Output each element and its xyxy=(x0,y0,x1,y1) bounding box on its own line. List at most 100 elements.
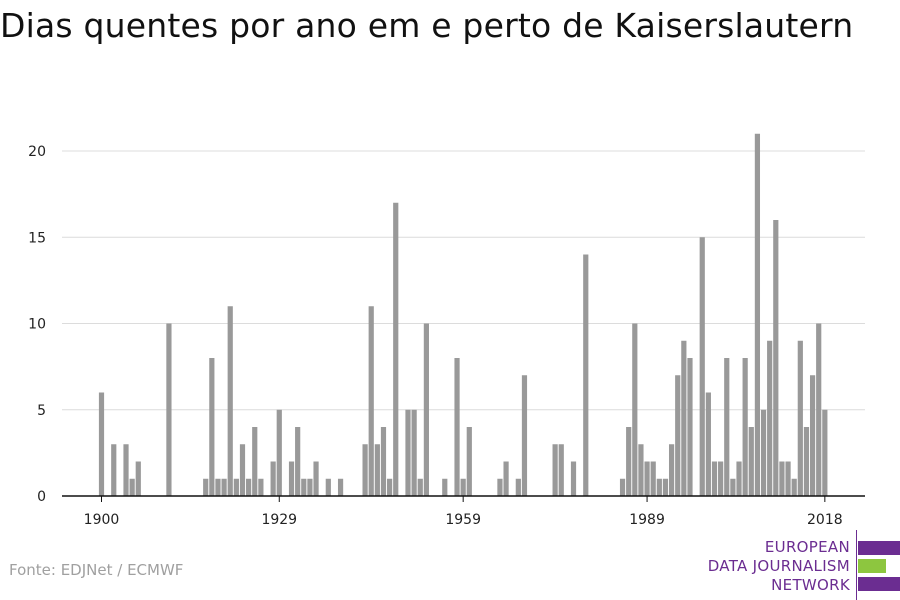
logo-bar-bottom xyxy=(858,577,900,591)
bar-1929 xyxy=(276,409,282,496)
logo-line-3: NETWORK xyxy=(771,576,850,594)
logo-bar-top xyxy=(858,541,900,555)
bar-2008 xyxy=(760,409,767,496)
bar-1999 xyxy=(705,392,711,496)
bar-2018 xyxy=(822,409,828,496)
bar-2017 xyxy=(816,323,822,496)
bar-1993 xyxy=(668,444,675,496)
y-tick-label-10: 10 xyxy=(28,317,46,333)
bar-1998 xyxy=(699,237,705,496)
bar-1994 xyxy=(675,375,681,496)
bar-1917 xyxy=(203,478,209,496)
bar-2014 xyxy=(797,340,803,496)
edjnet-logo: EUROPEAN DATA JOURNALISM NETWORK xyxy=(690,530,900,600)
bar-1958 xyxy=(454,358,460,496)
chart-title: Dias quentes por ano em e perto de Kaise… xyxy=(0,6,854,45)
bar-chart: 0 5 10 15 20 1900 1929 1959 1989 2018 xyxy=(28,133,865,528)
axes xyxy=(62,495,865,502)
bar-2003 xyxy=(730,478,736,496)
bar-1911 xyxy=(166,323,172,496)
bar-1939 xyxy=(337,478,344,496)
logo-bar-middle xyxy=(858,559,886,573)
y-tick-label-20: 20 xyxy=(28,144,46,160)
bar-1966 xyxy=(503,461,509,496)
bar-1919 xyxy=(215,478,221,496)
bar-1959 xyxy=(460,478,466,496)
x-tick-label-1989: 1989 xyxy=(629,512,665,528)
bar-2005 xyxy=(742,358,748,496)
bar-1928 xyxy=(270,461,276,496)
bar-1948 xyxy=(393,202,399,496)
bar-2009 xyxy=(767,340,773,496)
bar-1975 xyxy=(558,444,564,496)
bar-1987 xyxy=(632,323,638,496)
bar-1952 xyxy=(417,478,423,496)
bars xyxy=(98,133,828,496)
bar-1988 xyxy=(638,444,644,496)
bar-1990 xyxy=(650,461,656,496)
bar-1992 xyxy=(662,478,669,496)
bar-2013 xyxy=(791,478,797,496)
bar-1921 xyxy=(227,306,233,496)
y-tick-label-0: 0 xyxy=(37,489,46,505)
bar-1924 xyxy=(246,478,252,496)
bar-1923 xyxy=(239,444,246,496)
bar-1905 xyxy=(129,478,135,496)
bar-1956 xyxy=(442,478,448,496)
bar-1947 xyxy=(387,478,393,496)
tick-labels: 0 5 10 15 20 1900 1929 1959 1989 2018 xyxy=(28,144,842,528)
y-tick-label-5: 5 xyxy=(37,403,46,419)
bar-1985 xyxy=(619,478,626,496)
y-tick-label-15: 15 xyxy=(28,230,46,246)
bar-1995 xyxy=(681,340,687,496)
bar-2001 xyxy=(718,461,724,496)
x-tick-label-1929: 1929 xyxy=(261,512,297,528)
bar-1989 xyxy=(644,461,650,496)
bar-1969 xyxy=(521,375,528,496)
bar-2002 xyxy=(724,358,730,496)
logo-line-1: EUROPEAN xyxy=(764,538,850,556)
bar-2016 xyxy=(809,375,816,496)
bar-1945 xyxy=(374,444,380,496)
bar-2007 xyxy=(754,133,761,496)
x-tick-label-2018: 2018 xyxy=(807,512,843,528)
bar-2011 xyxy=(779,461,785,496)
bar-1925 xyxy=(252,427,258,496)
bar-1935 xyxy=(313,461,319,496)
x-tick-label-1959: 1959 xyxy=(445,512,481,528)
bar-1926 xyxy=(258,478,264,496)
source-note: Fonte: EDJNet / ECMWF xyxy=(9,561,184,579)
grid-lines xyxy=(62,150,865,411)
bar-1991 xyxy=(656,478,662,496)
bar-1953 xyxy=(423,323,429,496)
bar-1922 xyxy=(233,478,239,496)
bar-1977 xyxy=(570,461,577,496)
bar-1996 xyxy=(687,358,693,496)
bar-1943 xyxy=(362,444,368,496)
bar-1934 xyxy=(307,478,313,496)
bar-1932 xyxy=(295,427,301,496)
bar-1944 xyxy=(368,306,374,496)
bar-1965 xyxy=(497,478,503,496)
bar-1950 xyxy=(405,409,411,496)
bar-1904 xyxy=(123,444,129,496)
x-tick-label-1900: 1900 xyxy=(84,512,120,528)
bar-1951 xyxy=(411,409,417,496)
bar-1933 xyxy=(301,478,307,496)
bar-2015 xyxy=(803,427,810,496)
bar-1979 xyxy=(583,254,589,496)
bar-1968 xyxy=(515,478,521,496)
bar-1974 xyxy=(552,444,558,496)
bar-2006 xyxy=(748,427,754,496)
bar-1946 xyxy=(380,427,387,496)
bar-1920 xyxy=(221,478,227,496)
bar-1906 xyxy=(135,461,141,496)
bar-1960 xyxy=(466,427,472,496)
bar-1918 xyxy=(209,358,215,496)
bar-1937 xyxy=(325,478,331,496)
bar-1931 xyxy=(288,461,295,496)
logo-divider xyxy=(856,530,857,600)
bar-1902 xyxy=(111,444,117,496)
logo-text: EUROPEAN DATA JOURNALISM NETWORK xyxy=(708,538,850,595)
bar-1986 xyxy=(626,427,632,496)
